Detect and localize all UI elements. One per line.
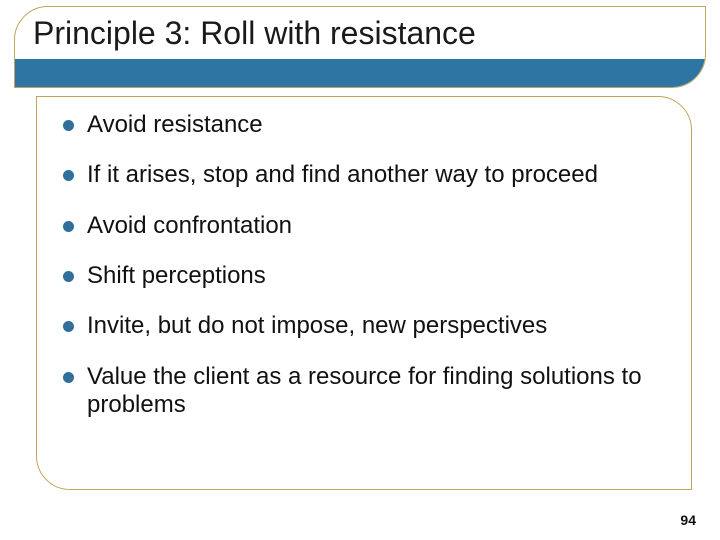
bullet-text: If it arises, stop and find another way … <box>87 161 598 188</box>
bullet-item: If it arises, stop and find another way … <box>61 161 667 189</box>
bullet-item: Shift perceptions <box>61 262 667 290</box>
title-box: Principle 3: Roll with resistance <box>14 6 706 88</box>
bullet-text: Avoid resistance <box>87 111 263 138</box>
bullet-text: Value the client as a resource for findi… <box>87 363 642 418</box>
bullet-list: Avoid resistance If it arises, stop and … <box>61 111 667 419</box>
bullet-item: Avoid resistance <box>61 111 667 139</box>
body-box: Avoid resistance If it arises, stop and … <box>36 96 692 490</box>
bullet-item: Value the client as a resource for findi… <box>61 363 667 420</box>
bullet-item: Avoid confrontation <box>61 212 667 240</box>
title-accent-bar <box>15 59 705 87</box>
page-number: 94 <box>680 512 696 528</box>
slide-title: Principle 3: Roll with resistance <box>33 15 476 52</box>
bullet-text: Invite, but do not impose, new perspecti… <box>87 312 547 339</box>
bullet-text: Shift perceptions <box>87 262 266 289</box>
bullet-text: Avoid confrontation <box>87 212 292 239</box>
slide: Principle 3: Roll with resistance Avoid … <box>0 0 720 540</box>
bullet-item: Invite, but do not impose, new perspecti… <box>61 312 667 340</box>
